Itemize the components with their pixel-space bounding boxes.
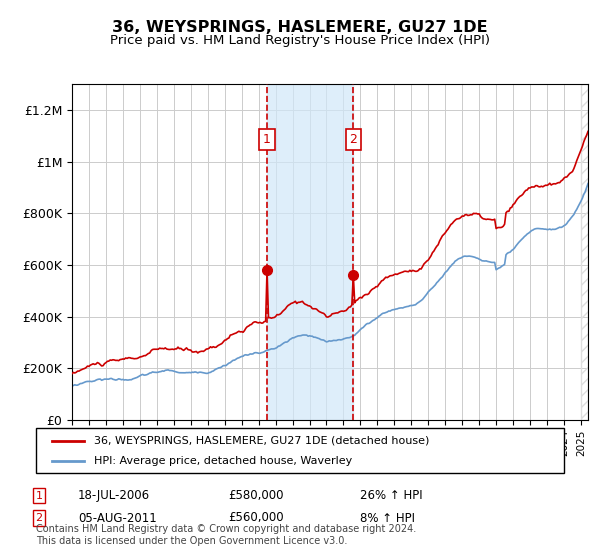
Text: 1: 1	[263, 133, 271, 146]
Text: Contains HM Land Registry data © Crown copyright and database right 2024.
This d: Contains HM Land Registry data © Crown c…	[36, 524, 416, 546]
Text: £580,000: £580,000	[228, 489, 284, 502]
Text: 36, WEYSPRINGS, HASLEMERE, GU27 1DE (detached house): 36, WEYSPRINGS, HASLEMERE, GU27 1DE (det…	[94, 436, 430, 446]
Text: 26% ↑ HPI: 26% ↑ HPI	[360, 489, 422, 502]
Text: Price paid vs. HM Land Registry's House Price Index (HPI): Price paid vs. HM Land Registry's House …	[110, 34, 490, 46]
Bar	[581, 84, 588, 420]
Text: £560,000: £560,000	[228, 511, 284, 525]
Text: 2: 2	[35, 513, 43, 523]
Text: 36, WEYSPRINGS, HASLEMERE, GU27 1DE: 36, WEYSPRINGS, HASLEMERE, GU27 1DE	[112, 20, 488, 35]
Bar	[267, 84, 353, 420]
FancyBboxPatch shape	[36, 428, 564, 473]
Text: HPI: Average price, detached house, Waverley: HPI: Average price, detached house, Wave…	[94, 456, 352, 466]
Text: 8% ↑ HPI: 8% ↑ HPI	[360, 511, 415, 525]
Text: 05-AUG-2011: 05-AUG-2011	[78, 511, 157, 525]
Text: 2: 2	[349, 133, 357, 146]
Text: 18-JUL-2006: 18-JUL-2006	[78, 489, 150, 502]
Text: 1: 1	[35, 491, 43, 501]
